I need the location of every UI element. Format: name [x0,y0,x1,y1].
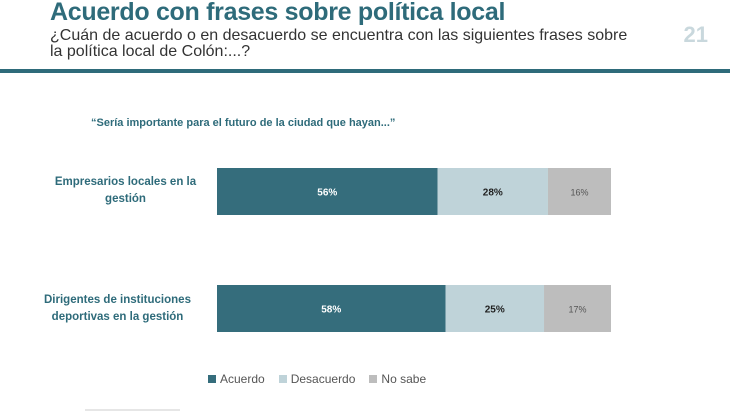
legend-swatch-acuerdo [208,375,216,383]
legend-swatch-desacuerdo [278,375,287,383]
category-label-dirigentes: Dirigentes de instituciones deportivas e… [44,294,191,323]
data-label-desacuerdo-0: 28% [483,188,503,199]
bar-desacuerdo-0 [437,168,548,215]
legend-swatch-no-sabe [369,375,378,383]
legend-item-acuerdo: Acuerdo [208,372,265,386]
legend-label-no-sabe: No sabe [381,372,427,386]
bar-acuerdo-1 [217,285,446,332]
category-label-empresarios: Empresarios locales en la gestión [54,176,197,205]
page-number: 21 [683,22,708,47]
legend-item-no-sabe: No sabe [369,372,426,386]
bar-desacuerdo-1 [445,285,545,332]
bar-no-sabe-0 [547,168,611,215]
data-label-desacuerdo-1: 25% [485,305,505,316]
data-label-acuerdo-1: 58% [321,305,341,316]
page-title: Acuerdo con frases sobre política local [50,0,506,26]
chart-legend: Acuerdo Desacuerdo No sabe [208,372,426,386]
bar-acuerdo-0 [217,168,438,215]
legend-label-desacuerdo: Desacuerdo [290,372,356,386]
legend-label-acuerdo: Acuerdo [220,372,265,386]
page-subtitle: ¿Cuán de acuerdo o en desacuerdo se encu… [50,27,628,60]
data-label-no-sabe-1: 17% [569,305,587,315]
header-divider [0,69,730,73]
legend-item-desacuerdo: Desacuerdo [278,372,356,386]
footer-decoration [85,409,180,411]
chart-title-text: “Sería importante para el futuro de la c… [91,117,396,129]
data-label-acuerdo-0: 56% [317,188,337,199]
data-label-no-sabe-0: 16% [570,188,588,198]
bar-no-sabe-1 [544,285,611,332]
